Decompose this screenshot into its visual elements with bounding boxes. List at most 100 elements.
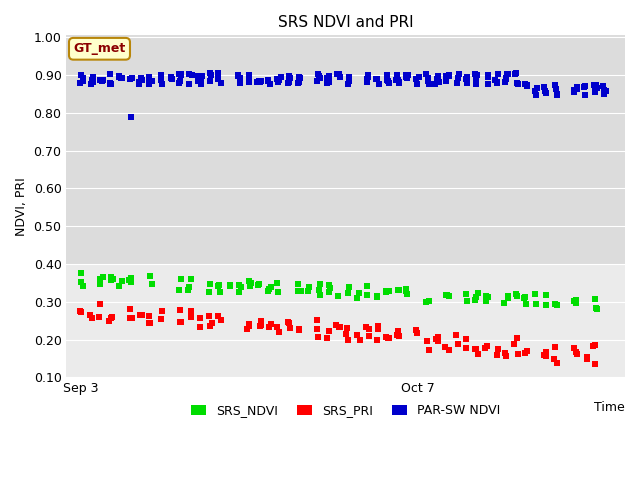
Point [598,83,609,90]
Point [499,300,509,307]
Point [233,71,243,78]
Point [87,314,97,322]
Point [264,285,274,293]
Point [550,300,561,308]
Point [503,294,513,302]
Point [106,80,116,88]
Point [522,83,532,90]
Point [462,297,472,305]
Point [412,80,422,87]
Point [591,304,602,312]
Point [373,323,383,330]
Point [107,313,117,321]
Point [470,297,480,304]
Point [371,75,381,83]
Point [116,74,126,82]
Point [382,72,392,79]
Point [454,70,464,78]
Point [394,79,404,86]
Point [589,360,600,368]
Point [352,294,362,302]
Point [500,349,510,357]
Point [471,293,481,300]
Point [105,70,115,78]
Point [453,74,463,82]
Point [490,76,500,84]
Point [75,79,85,86]
Point [461,290,471,298]
Point [372,292,382,300]
Point [569,86,579,94]
Point [76,278,86,286]
Point [88,73,98,81]
Point [513,80,523,88]
Point [592,305,602,312]
Point [492,79,502,86]
Point [106,276,116,284]
Point [569,298,579,305]
Point [519,295,529,302]
Point [351,331,362,338]
Point [255,78,266,86]
Point [361,324,371,331]
Point [76,269,86,277]
Point [262,76,273,84]
Point [272,279,282,287]
Point [265,81,275,88]
Point [424,298,434,305]
Point [76,72,86,79]
Point [520,349,530,357]
Point [284,78,294,86]
Point [580,82,590,90]
Point [401,73,412,81]
Point [294,74,305,82]
Point [503,292,513,300]
Point [441,75,451,83]
Point [324,288,334,296]
Point [144,319,154,326]
Point [472,350,483,358]
Point [76,307,86,315]
Point [444,346,454,353]
Point [325,284,335,291]
Point [126,113,136,120]
Point [353,289,364,297]
Point [272,324,282,331]
Point [175,276,186,283]
Point [344,283,354,291]
Point [186,275,196,283]
Point [483,80,493,88]
Point [401,290,412,298]
Point [383,335,393,342]
Point [116,277,127,285]
Point [482,342,492,349]
Point [394,286,404,294]
Point [214,281,224,288]
Point [303,288,313,295]
Point [502,70,513,78]
Point [134,78,145,86]
Point [384,288,394,295]
Point [236,74,246,82]
Point [394,332,404,340]
Point [236,283,246,291]
Point [470,72,481,80]
Point [145,319,155,327]
Point [98,76,108,84]
Point [157,307,167,315]
Point [193,72,204,80]
Point [441,72,451,80]
Point [324,78,334,85]
Point [589,295,600,302]
Point [204,312,214,320]
Point [362,78,372,85]
Point [94,313,104,321]
Point [432,75,442,83]
Point [156,71,166,79]
Point [312,325,322,333]
Point [424,80,434,87]
Point [569,344,579,351]
Point [204,280,214,288]
Point [316,280,326,288]
Point [243,74,253,82]
